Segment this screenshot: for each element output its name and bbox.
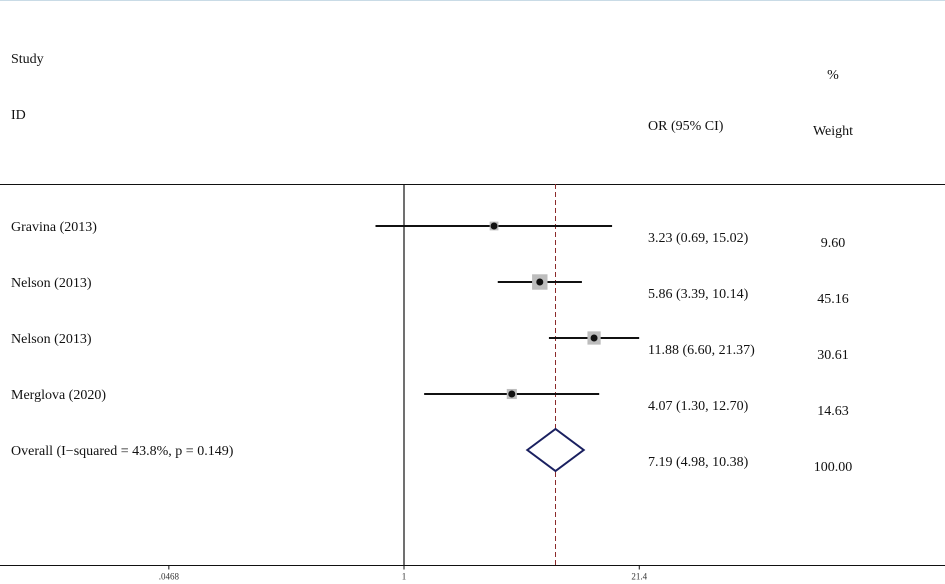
study-label-nelson-2013-a: Nelson (2013)	[11, 276, 92, 291]
weight-nelson-2013-a: 45.16	[817, 292, 849, 307]
overall-label: Overall (I−squared = 43.8%, p = 0.149)	[11, 444, 234, 459]
study-label-nelson-2013-b: Nelson (2013)	[11, 332, 92, 347]
study-label-merglova-2020: Merglova (2020)	[11, 388, 106, 403]
header-study: Study	[11, 52, 44, 67]
study-row-nelson-2013-a	[497, 274, 582, 290]
or-ci-merglova-2020: 4.07 (1.30, 12.70)	[648, 399, 749, 414]
weight-overall: 100.00	[814, 460, 853, 475]
header-id: ID	[11, 108, 26, 123]
point-estimate-gravina-2013	[490, 222, 498, 230]
point-estimate-nelson-2013-b	[590, 334, 598, 342]
study-label-gravina-2013: Gravina (2013)	[11, 220, 97, 235]
or-ci-overall: 7.19 (4.98, 10.38)	[648, 455, 749, 470]
header-or-ci: OR (95% CI)	[648, 119, 724, 134]
x-tick-label: 1	[402, 572, 407, 582]
x-tick-label: .0468	[159, 572, 180, 582]
overall-diamond	[525, 427, 586, 473]
point-estimate-merglova-2020	[508, 390, 516, 398]
header-percent: %	[827, 68, 839, 83]
weight-gravina-2013: 9.60	[821, 236, 846, 251]
study-row-gravina-2013	[375, 221, 613, 231]
point-estimate-nelson-2013-a	[536, 278, 544, 286]
header-weight: Weight	[813, 124, 853, 139]
or-ci-nelson-2013-a: 5.86 (3.39, 10.14)	[648, 287, 749, 302]
weight-nelson-2013-b: 30.61	[817, 348, 849, 363]
or-ci-gravina-2013: 3.23 (0.69, 15.02)	[648, 231, 749, 246]
study-row-merglova-2020	[424, 388, 600, 400]
study-row-nelson-2013-b	[548, 331, 640, 345]
x-axis-ticks: .0468 1 21.4	[159, 565, 648, 582]
weight-merglova-2020: 14.63	[817, 404, 849, 419]
x-tick-label: 21.4	[631, 572, 647, 582]
or-ci-nelson-2013-b: 11.88 (6.60, 21.37)	[648, 343, 755, 358]
